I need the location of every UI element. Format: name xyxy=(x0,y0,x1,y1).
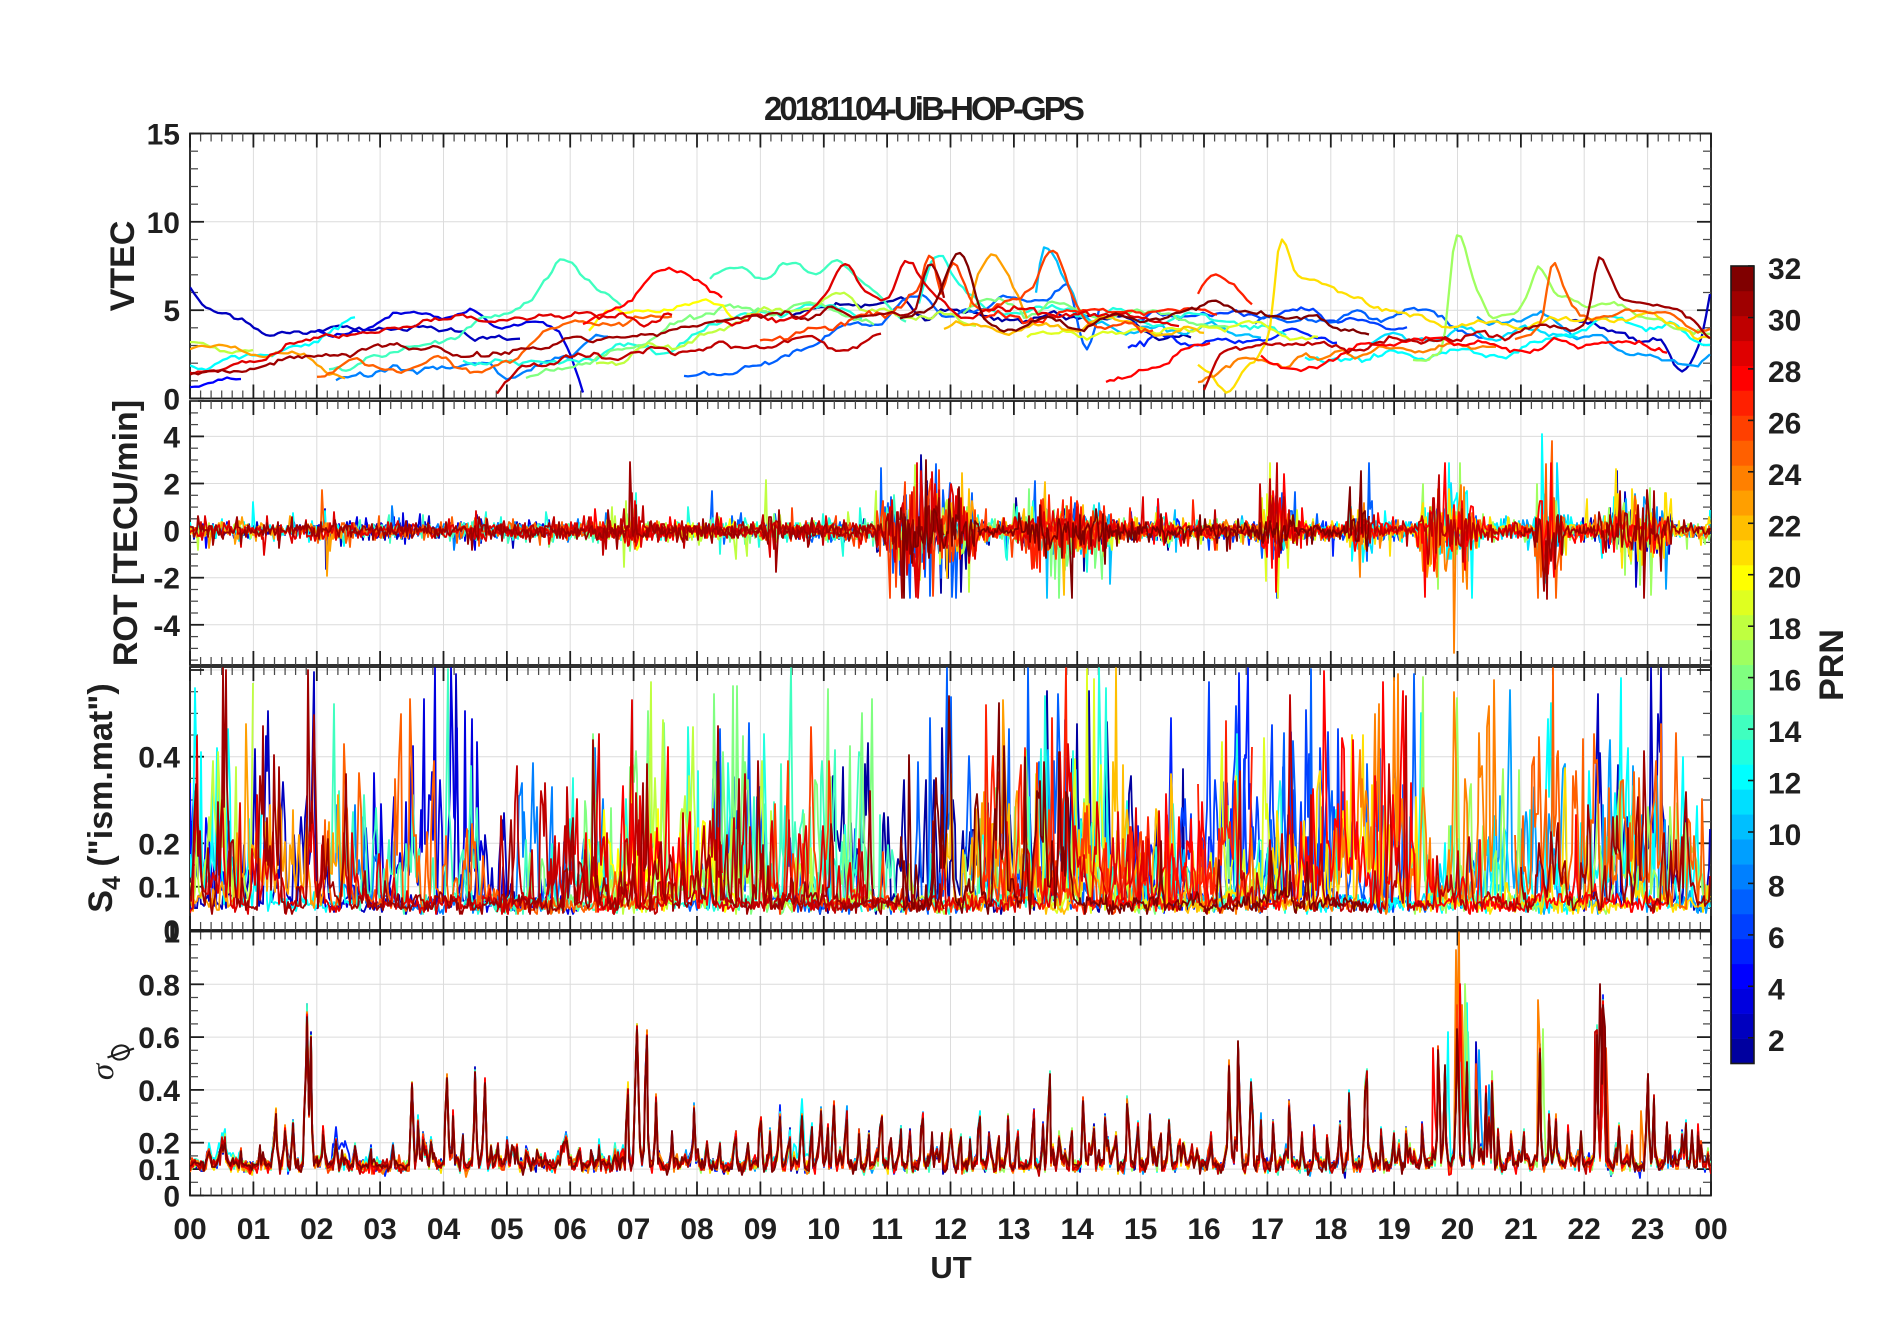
svg-text:26: 26 xyxy=(1768,407,1801,440)
svg-text:06: 06 xyxy=(554,1213,587,1246)
svg-text:32: 32 xyxy=(1768,253,1801,286)
svg-text:4: 4 xyxy=(163,421,180,454)
svg-text:20181104-UiB-HOP-GPS: 20181104-UiB-HOP-GPS xyxy=(764,90,1084,127)
svg-text:0.1: 0.1 xyxy=(138,872,180,905)
svg-text:17: 17 xyxy=(1251,1213,1284,1246)
svg-text:07: 07 xyxy=(617,1213,650,1246)
svg-text:19: 19 xyxy=(1377,1213,1410,1246)
svg-text:05: 05 xyxy=(490,1213,523,1246)
svg-text:08: 08 xyxy=(680,1213,713,1246)
svg-text:22: 22 xyxy=(1568,1213,1601,1246)
svg-text:0.6: 0.6 xyxy=(138,1022,180,1055)
svg-text:6: 6 xyxy=(1768,922,1785,955)
svg-text:0.4: 0.4 xyxy=(138,742,180,775)
svg-text:03: 03 xyxy=(363,1213,396,1246)
svg-text:21: 21 xyxy=(1504,1213,1537,1246)
svg-text:1: 1 xyxy=(163,917,180,950)
svg-text:01: 01 xyxy=(237,1213,270,1246)
svg-text:12: 12 xyxy=(934,1213,967,1246)
svg-text:8: 8 xyxy=(1768,870,1785,903)
svg-text:02: 02 xyxy=(300,1213,333,1246)
svg-text:28: 28 xyxy=(1768,356,1801,389)
svg-text:16: 16 xyxy=(1187,1213,1220,1246)
svg-text:16: 16 xyxy=(1768,665,1801,698)
svg-text:VTEC: VTEC xyxy=(104,221,142,312)
svg-text:00: 00 xyxy=(173,1213,206,1246)
svg-text:10: 10 xyxy=(807,1213,840,1246)
svg-text:PRN: PRN xyxy=(1813,629,1851,701)
svg-text:0.4: 0.4 xyxy=(138,1075,180,1108)
svg-text:0: 0 xyxy=(163,516,180,549)
svg-text:15: 15 xyxy=(147,119,180,152)
svg-text:σ: σ xyxy=(85,1062,121,1080)
svg-text:14: 14 xyxy=(1768,716,1802,749)
svg-text:0: 0 xyxy=(163,915,180,948)
svg-text:0.2: 0.2 xyxy=(138,828,180,861)
svg-text:10: 10 xyxy=(147,207,180,240)
svg-text:0: 0 xyxy=(163,1181,180,1214)
svg-text:20: 20 xyxy=(1441,1213,1474,1246)
svg-text:12: 12 xyxy=(1768,768,1801,801)
svg-text:0: 0 xyxy=(163,384,180,417)
svg-text:18: 18 xyxy=(1768,613,1801,646)
svg-text:ROT [TECU/min]: ROT [TECU/min] xyxy=(107,400,145,666)
svg-text:22: 22 xyxy=(1768,510,1801,543)
svg-text:18: 18 xyxy=(1314,1213,1347,1246)
svg-text:S4 ("ism.mat"): S4 ("ism.mat") xyxy=(82,683,126,912)
svg-text:30: 30 xyxy=(1768,305,1801,338)
svg-text:04: 04 xyxy=(427,1213,461,1246)
svg-text:23: 23 xyxy=(1631,1213,1664,1246)
svg-text:11: 11 xyxy=(871,1213,903,1246)
svg-text:14: 14 xyxy=(1061,1213,1095,1246)
svg-text:0.2: 0.2 xyxy=(138,1128,180,1161)
svg-text:0.1: 0.1 xyxy=(138,1154,180,1187)
svg-text:10: 10 xyxy=(1768,819,1801,852)
svg-text:15: 15 xyxy=(1124,1213,1157,1246)
svg-text:09: 09 xyxy=(744,1213,777,1246)
svg-text:UT: UT xyxy=(930,1250,971,1285)
svg-text:0.8: 0.8 xyxy=(138,969,180,1002)
svg-text:-4: -4 xyxy=(153,610,180,643)
svg-text:13: 13 xyxy=(997,1213,1030,1246)
svg-text:2: 2 xyxy=(1768,1025,1785,1058)
svg-text:4: 4 xyxy=(1768,973,1785,1006)
svg-text:-2: -2 xyxy=(153,563,180,596)
svg-text:5: 5 xyxy=(163,295,180,328)
svg-text:00: 00 xyxy=(1694,1213,1727,1246)
svg-text:24: 24 xyxy=(1768,459,1802,492)
svg-text:2: 2 xyxy=(163,469,180,502)
svg-text:20: 20 xyxy=(1768,562,1801,595)
